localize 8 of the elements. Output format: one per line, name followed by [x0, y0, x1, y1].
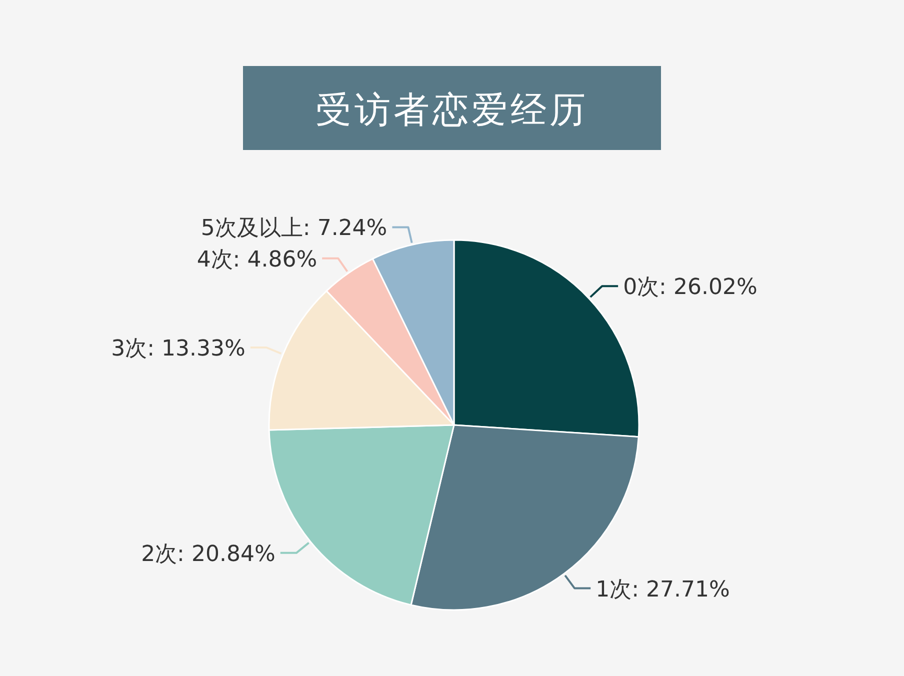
slice-label: 0次: 26.02%: [623, 275, 758, 300]
slice-label: 4次: 4.86%: [196, 247, 318, 272]
slice-label: 2次: 20.84%: [141, 542, 276, 567]
slice-label: 3次: 13.33%: [111, 336, 246, 362]
slice-label: 1次: 27.71%: [596, 577, 730, 602]
chart-title: 受访者恋爱经历: [316, 90, 588, 131]
slice-label: 5次及以上: 7.24%: [200, 216, 388, 242]
title: 受访者恋爱经历: [243, 66, 661, 150]
